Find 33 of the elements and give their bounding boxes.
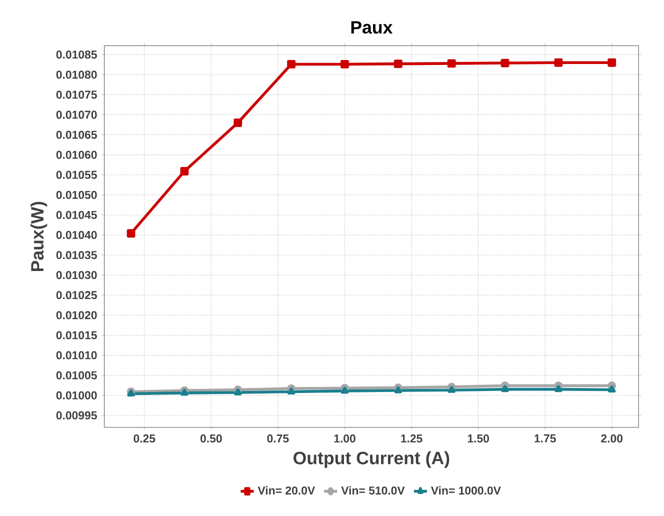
y-tick-label: 0.01025 bbox=[56, 290, 97, 299]
y-tick-label: 0.01020 bbox=[56, 310, 97, 319]
y-tick-label: 0.01050 bbox=[56, 190, 97, 199]
y-tick-label: 0.01040 bbox=[56, 230, 97, 239]
y-tick-label: 0.00995 bbox=[56, 411, 97, 420]
y-tick-label: 0.01005 bbox=[56, 371, 97, 380]
y-tick-label: 0.01075 bbox=[56, 90, 97, 99]
legend-label: Vin= 20.0V bbox=[258, 486, 316, 494]
y-tick-label: 0.01015 bbox=[56, 330, 97, 340]
y-tick-label: 0.01030 bbox=[56, 270, 97, 279]
x-tick-label: 1.50 bbox=[468, 434, 489, 442]
y-tick-label: 0.01070 bbox=[56, 110, 97, 119]
y-tick-label: 0.01065 bbox=[56, 130, 97, 139]
y-tick-label: 0.01085 bbox=[56, 50, 97, 58]
y-tick-label: 0.01035 bbox=[56, 250, 97, 259]
x-tick-label: 0.50 bbox=[200, 434, 222, 442]
x-tick-label: 1.75 bbox=[534, 434, 556, 442]
x-tick-label: 1.00 bbox=[334, 434, 356, 442]
x-axis-title: Output Current (A) bbox=[294, 451, 450, 468]
x-tick-label: 0.75 bbox=[267, 434, 289, 442]
legend-label: Vin= 510.0V bbox=[341, 486, 405, 494]
y-tick-label: 0.01080 bbox=[56, 70, 97, 78]
y-tick-label: 0.01000 bbox=[56, 391, 97, 400]
chart-title: Paux bbox=[351, 21, 393, 34]
y-tick-label: 0.01055 bbox=[56, 170, 97, 179]
y-tick-label: 0.01010 bbox=[56, 350, 97, 360]
y-axis-title: Paux(W) bbox=[30, 202, 48, 271]
x-tick-label: 1.25 bbox=[401, 434, 422, 442]
legend-label: Vin= 1000.0V bbox=[430, 486, 501, 494]
x-tick-label: 2.00 bbox=[601, 434, 623, 442]
x-tick-label: 0.25 bbox=[134, 434, 156, 442]
y-tick-label: 0.01045 bbox=[56, 210, 97, 219]
y-tick-label: 0.01060 bbox=[56, 150, 97, 159]
